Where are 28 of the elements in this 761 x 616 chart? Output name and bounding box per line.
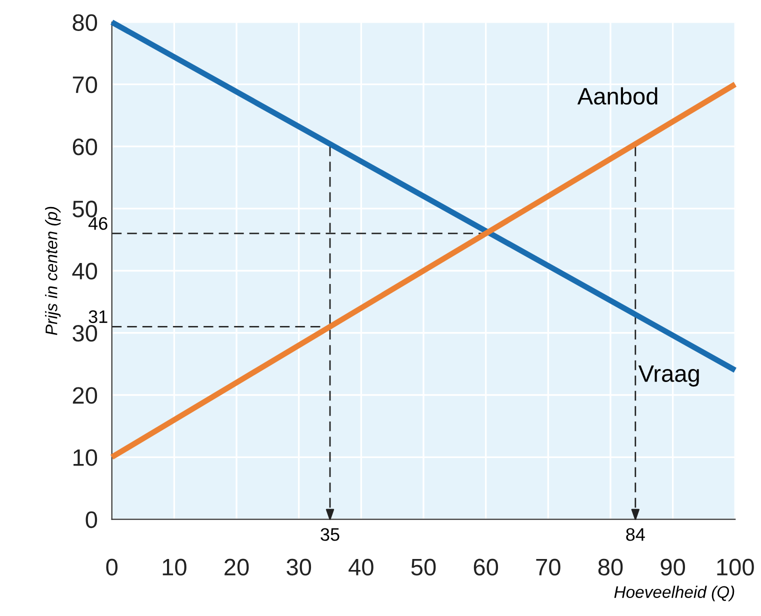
series-label: Vraag [638, 365, 699, 387]
y-tick-label: 20 [72, 387, 98, 404]
y-tick-label: 80 [72, 14, 98, 31]
x-axis-title: Hoeveelheid (Q) [614, 586, 734, 602]
y-tick-label: 0 [86, 511, 98, 528]
x-tick-label: 30 [286, 558, 312, 576]
x-tick-label: 50 [411, 558, 436, 576]
y-axis-title: Prijs in centen (p) [45, 206, 61, 336]
y-tick-label: 10 [74, 449, 98, 466]
x-tick-label: 60 [474, 558, 498, 576]
y-tick-label: 60 [72, 138, 98, 156]
annotation: 84 [626, 528, 645, 541]
x-tick-label: 70 [536, 558, 560, 576]
y-tick-label: 40 [72, 262, 98, 280]
y-tick-label: 30 [72, 324, 98, 342]
annotation: 35 [320, 528, 340, 541]
x-tick-label: 80 [598, 558, 623, 576]
x-tick-label: 10 [162, 558, 186, 576]
annotation: 46 [88, 217, 108, 230]
x-tick-label: 40 [348, 558, 374, 576]
x-tick-label: 100 [717, 558, 754, 576]
x-tick-label: 90 [660, 558, 686, 576]
y-tick-label: 50 [72, 200, 98, 218]
series-label: Aanbod [577, 87, 658, 105]
annotation: 31 [88, 310, 108, 324]
x-tick-label: 0 [106, 558, 118, 576]
y-tick-label: 70 [72, 76, 98, 94]
x-tick-label: 20 [224, 558, 249, 576]
